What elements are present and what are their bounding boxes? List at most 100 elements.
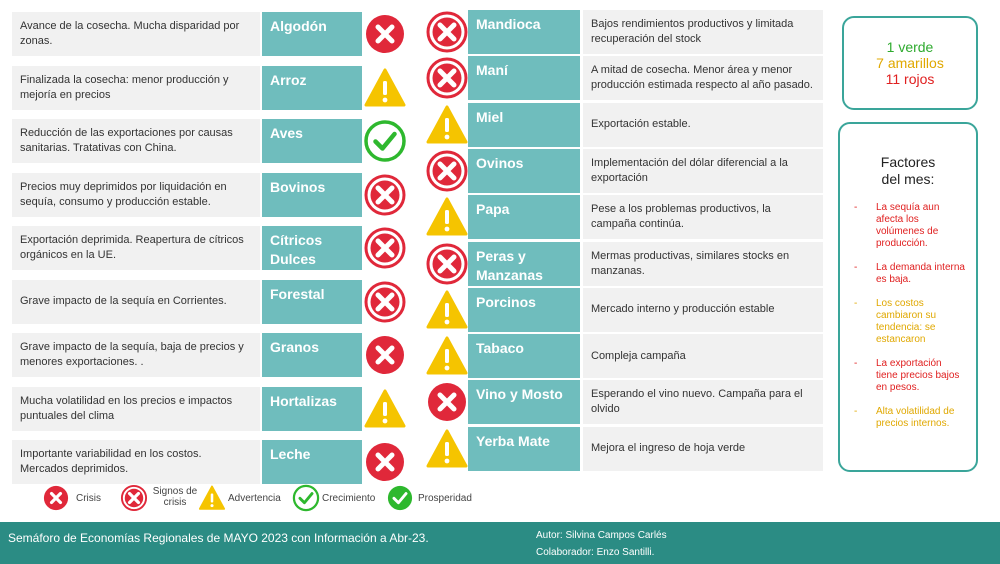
product-name-line: Maní bbox=[476, 62, 508, 79]
factor-item: La exportación tiene precios bajos en pe… bbox=[850, 358, 966, 394]
product-tag-citricos-dulces: Cítricos Dulces bbox=[262, 226, 362, 270]
product-name-line: Papa bbox=[476, 201, 510, 218]
legend-signos-line1: Signos de bbox=[152, 486, 198, 497]
warning-icon bbox=[425, 103, 469, 147]
row-description-leche: Importante variabilidad en los costos. M… bbox=[12, 440, 260, 484]
product-name-line: Dulces bbox=[270, 251, 316, 267]
factors-box: Factores del mes: La sequía aun afecta l… bbox=[838, 122, 978, 472]
factors-title-line2: del mes: bbox=[881, 171, 935, 187]
row-description-forestal: Grave impacto de la sequía en Corrientes… bbox=[12, 279, 260, 324]
product-name-line: Hortalizas bbox=[270, 392, 337, 409]
summary-green: 1 verde bbox=[886, 39, 934, 55]
warning-icon bbox=[363, 387, 407, 431]
product-name-line: Ovinos bbox=[476, 154, 524, 171]
product-tag-miel: Miel bbox=[468, 102, 580, 147]
product-name-line: Algodón bbox=[270, 18, 327, 34]
factor-item: La demanda interna es baja. bbox=[850, 262, 966, 286]
crisis-icon bbox=[363, 12, 407, 56]
legend-advertencia-label: Advertencia bbox=[228, 493, 281, 504]
legend-signos-label: Signos de crisis bbox=[150, 486, 200, 508]
row-description-arroz: Finalizada la cosecha: menor producción … bbox=[12, 65, 260, 110]
footer: Semáforo de Economías Regionales de MAYO… bbox=[0, 522, 1000, 564]
product-tag-aves: Aves bbox=[262, 119, 362, 163]
summary-box: 1 verde 7 amarillos 11 rojos bbox=[842, 16, 978, 110]
product-tag-peras-y-manzanas: Peras y Manzanas bbox=[468, 241, 580, 286]
product-name-line: Miel bbox=[476, 108, 504, 125]
product-tag-algodon: Algodón bbox=[262, 12, 362, 56]
row-description-yerba-mate: Mejora el ingreso de hoja verde bbox=[583, 426, 823, 471]
factors-title: Factores del mes: bbox=[850, 154, 966, 188]
warning-icon bbox=[363, 66, 407, 110]
product-name-line: Manzanas bbox=[476, 266, 543, 283]
product-name-line: Porcinos bbox=[476, 293, 536, 310]
row-description-aves: Reducción de las exportaciones por causa… bbox=[12, 119, 260, 163]
product-tag-vino-y-mosto: Vino y Mosto bbox=[468, 380, 580, 425]
row-description-bovinos: Precios muy deprimidos por liquidación e… bbox=[12, 172, 260, 217]
signos-crisis-icon bbox=[363, 280, 407, 324]
growth-icon bbox=[363, 119, 407, 163]
crisis-icon bbox=[363, 440, 407, 484]
legend-crecimiento-label: Crecimiento bbox=[322, 493, 376, 504]
product-name-line: Arroz bbox=[270, 71, 307, 88]
product-tag-ovinos: Ovinos bbox=[468, 148, 580, 193]
signos-crisis-icon bbox=[425, 56, 469, 100]
product-tag-granos: Granos bbox=[262, 333, 362, 377]
summary-red: 11 rojos bbox=[885, 71, 935, 87]
signos-crisis-icon bbox=[363, 226, 407, 270]
footer-author: Autor: Silvina Campos Carlés bbox=[536, 530, 667, 541]
product-tag-hortalizas: Hortalizas bbox=[262, 386, 362, 431]
warning-icon bbox=[425, 334, 469, 378]
footer-title: Semáforo de Economías Regionales de MAYO… bbox=[8, 531, 429, 545]
row-description-algodon: Avance de la cosecha. Mucha disparidad p… bbox=[12, 12, 260, 56]
product-tag-porcinos: Porcinos bbox=[468, 287, 580, 332]
product-name-line: Aves bbox=[270, 125, 303, 141]
product-name-line: Leche bbox=[270, 446, 311, 462]
product-name-line: Forestal bbox=[270, 285, 325, 302]
product-name-line: Yerba Mate bbox=[476, 432, 550, 449]
row-description-porcinos: Mercado interno y producción estable bbox=[583, 287, 823, 332]
row-description-mani: A mitad de cosecha. Menor área y menor p… bbox=[583, 56, 823, 101]
product-name-line: Mandioca bbox=[476, 16, 541, 32]
row-description-papa: Pese a los problemas productivos, la cam… bbox=[583, 195, 823, 240]
signos-crisis-icon bbox=[425, 242, 469, 286]
product-tag-arroz: Arroz bbox=[262, 65, 362, 110]
product-name-line: Tabaco bbox=[476, 340, 524, 357]
product-tag-yerba-mate: Yerba Mate bbox=[468, 426, 580, 471]
prosperity-icon bbox=[386, 484, 414, 512]
product-tag-leche: Leche bbox=[262, 440, 362, 484]
product-tag-tabaco: Tabaco bbox=[468, 334, 580, 379]
signos-crisis-icon bbox=[363, 173, 407, 217]
warning-icon bbox=[198, 484, 226, 512]
row-description-vino-y-mosto: Esperando el vino nuevo. Campaña para el… bbox=[583, 380, 823, 425]
product-tag-mani: Maní bbox=[468, 56, 580, 101]
product-tag-mandioca: Mandioca bbox=[468, 10, 580, 54]
product-name-line: Bovinos bbox=[270, 178, 326, 195]
signos-crisis-icon bbox=[425, 149, 469, 193]
signos-crisis-icon bbox=[120, 484, 148, 512]
legend-prosperidad-label: Prosperidad bbox=[418, 493, 472, 504]
product-tag-bovinos: Bovinos bbox=[262, 172, 362, 217]
row-description-hortalizas: Mucha volatilidad en los precios e impac… bbox=[12, 386, 260, 431]
factors-title-line1: Factores bbox=[880, 154, 936, 170]
footer-collaborator: Colaborador: Enzo Santilli. bbox=[536, 547, 655, 558]
factors-list: La sequía aun afecta los volúmenes de pr… bbox=[850, 202, 966, 430]
row-description-tabaco: Compleja campaña bbox=[583, 334, 823, 379]
row-description-citricos-dulces: Exportación deprimida. Reapertura de cít… bbox=[12, 226, 260, 270]
growth-icon bbox=[292, 484, 320, 512]
product-name-line: Granos bbox=[270, 339, 320, 355]
row-description-miel: Exportación estable. bbox=[583, 102, 823, 147]
row-description-granos: Grave impacto de la sequía, baja de prec… bbox=[12, 333, 260, 377]
product-tag-forestal: Forestal bbox=[262, 279, 362, 324]
legend-crisis-label: Crisis bbox=[76, 493, 101, 504]
factor-item: Alta volatilidad de precios internos. bbox=[850, 406, 966, 430]
legend-signos-line2: crisis bbox=[163, 497, 187, 508]
row-description-mandioca: Bajos rendimientos productivos y limitad… bbox=[583, 10, 823, 54]
crisis-icon bbox=[425, 380, 469, 424]
warning-icon bbox=[425, 288, 469, 332]
row-description-ovinos: Implementación del dólar diferencial a l… bbox=[583, 148, 823, 193]
warning-icon bbox=[425, 427, 469, 471]
product-name-line: Peras y bbox=[476, 247, 526, 264]
warning-icon bbox=[425, 195, 469, 239]
crisis-icon bbox=[363, 333, 407, 377]
factor-item: La sequía aun afecta los volúmenes de pr… bbox=[850, 202, 966, 250]
